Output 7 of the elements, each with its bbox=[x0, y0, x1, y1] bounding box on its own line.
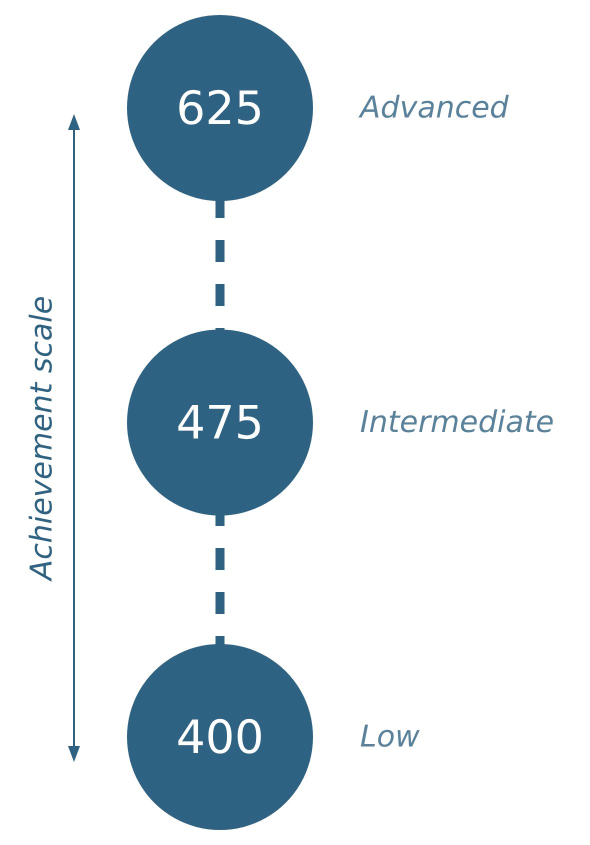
category-label: Advanced bbox=[358, 90, 510, 126]
text: Achievement scale bbox=[24, 296, 60, 582]
data-label: 625 bbox=[176, 81, 264, 135]
data-label: 475 bbox=[176, 396, 264, 450]
data-label: 400 bbox=[176, 710, 264, 764]
category-label: Intermediate bbox=[360, 405, 554, 440]
category-label: Low bbox=[360, 720, 420, 754]
